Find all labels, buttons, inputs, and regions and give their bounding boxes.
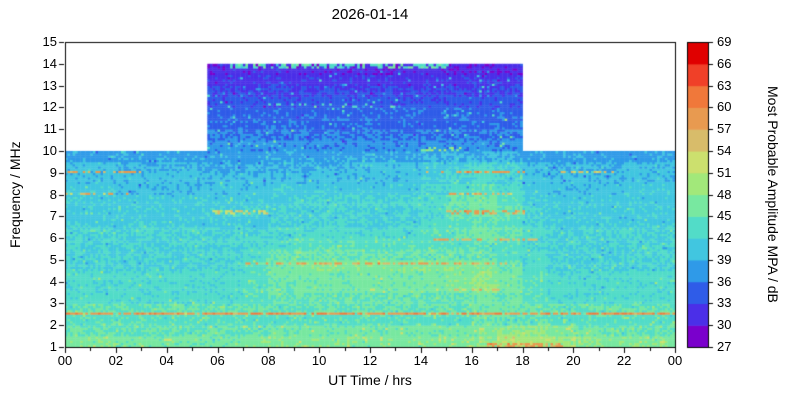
colorbar-tick-label: 57: [717, 121, 732, 137]
y-tick-label: 1: [49, 339, 57, 354]
x-tick-label: 00: [667, 353, 683, 368]
x-tick-label: 08: [261, 353, 276, 368]
colorbar-tick-label: 54: [717, 142, 732, 158]
colorbar-tick-label: 63: [717, 77, 732, 93]
x-tick-label: 10: [311, 353, 327, 368]
y-tick-label: 15: [42, 34, 57, 49]
y-tick-label: 9: [49, 164, 57, 180]
y-tick-label: 8: [49, 186, 57, 202]
x-axis-label: UT Time / hrs: [328, 372, 412, 388]
y-tick-label: 3: [49, 295, 57, 311]
colorbar-tick-label: 27: [717, 339, 732, 354]
y-tick-label: 10: [42, 142, 57, 158]
x-tick-label: 06: [210, 353, 225, 368]
x-tick-label: 12: [362, 353, 378, 368]
x-tick-label: 00: [57, 353, 73, 368]
colorbar-label: Most Probable Amplitude MPA / dB: [765, 86, 781, 303]
y-tick-label: 12: [42, 99, 57, 115]
colorbar-tick-label: 51: [717, 164, 732, 180]
chart-title: 2026-01-14: [331, 6, 409, 23]
x-tick-label: 20: [566, 353, 581, 368]
y-tick-label: 2: [49, 317, 57, 333]
x-tick-label: 02: [108, 353, 124, 368]
y-tick-label: 13: [42, 77, 57, 93]
colorbar-tick-label: 45: [717, 208, 732, 224]
colorbar-tick-label: 66: [717, 55, 732, 71]
colorbar-tick-label: 60: [717, 99, 732, 115]
x-tick-label: 18: [515, 353, 530, 368]
x-tick-label: 22: [616, 353, 632, 368]
colorbar-tick-label: 33: [717, 295, 732, 311]
y-axis-label: Frequency / MHz: [7, 141, 23, 248]
x-tick-label: 04: [159, 353, 174, 368]
y-tick-label: 5: [49, 251, 57, 267]
colorbar-tick-label: 42: [717, 230, 732, 246]
colorbar-tick-label: 48: [717, 186, 732, 202]
colorbar-tick-label: 69: [717, 34, 732, 49]
y-tick-label: 4: [49, 273, 57, 289]
y-tick-label: 7: [49, 208, 57, 224]
colorbar-tick-label: 30: [717, 317, 732, 333]
colorbar-tick-label: 36: [717, 273, 732, 289]
x-tick-label: 14: [413, 353, 429, 368]
y-tick-label: 14: [42, 55, 57, 71]
y-tick-label: 6: [49, 230, 57, 246]
y-tick-label: 11: [43, 121, 58, 137]
x-tick-label: 16: [464, 353, 479, 368]
colorbar-tick-label: 39: [717, 251, 732, 267]
